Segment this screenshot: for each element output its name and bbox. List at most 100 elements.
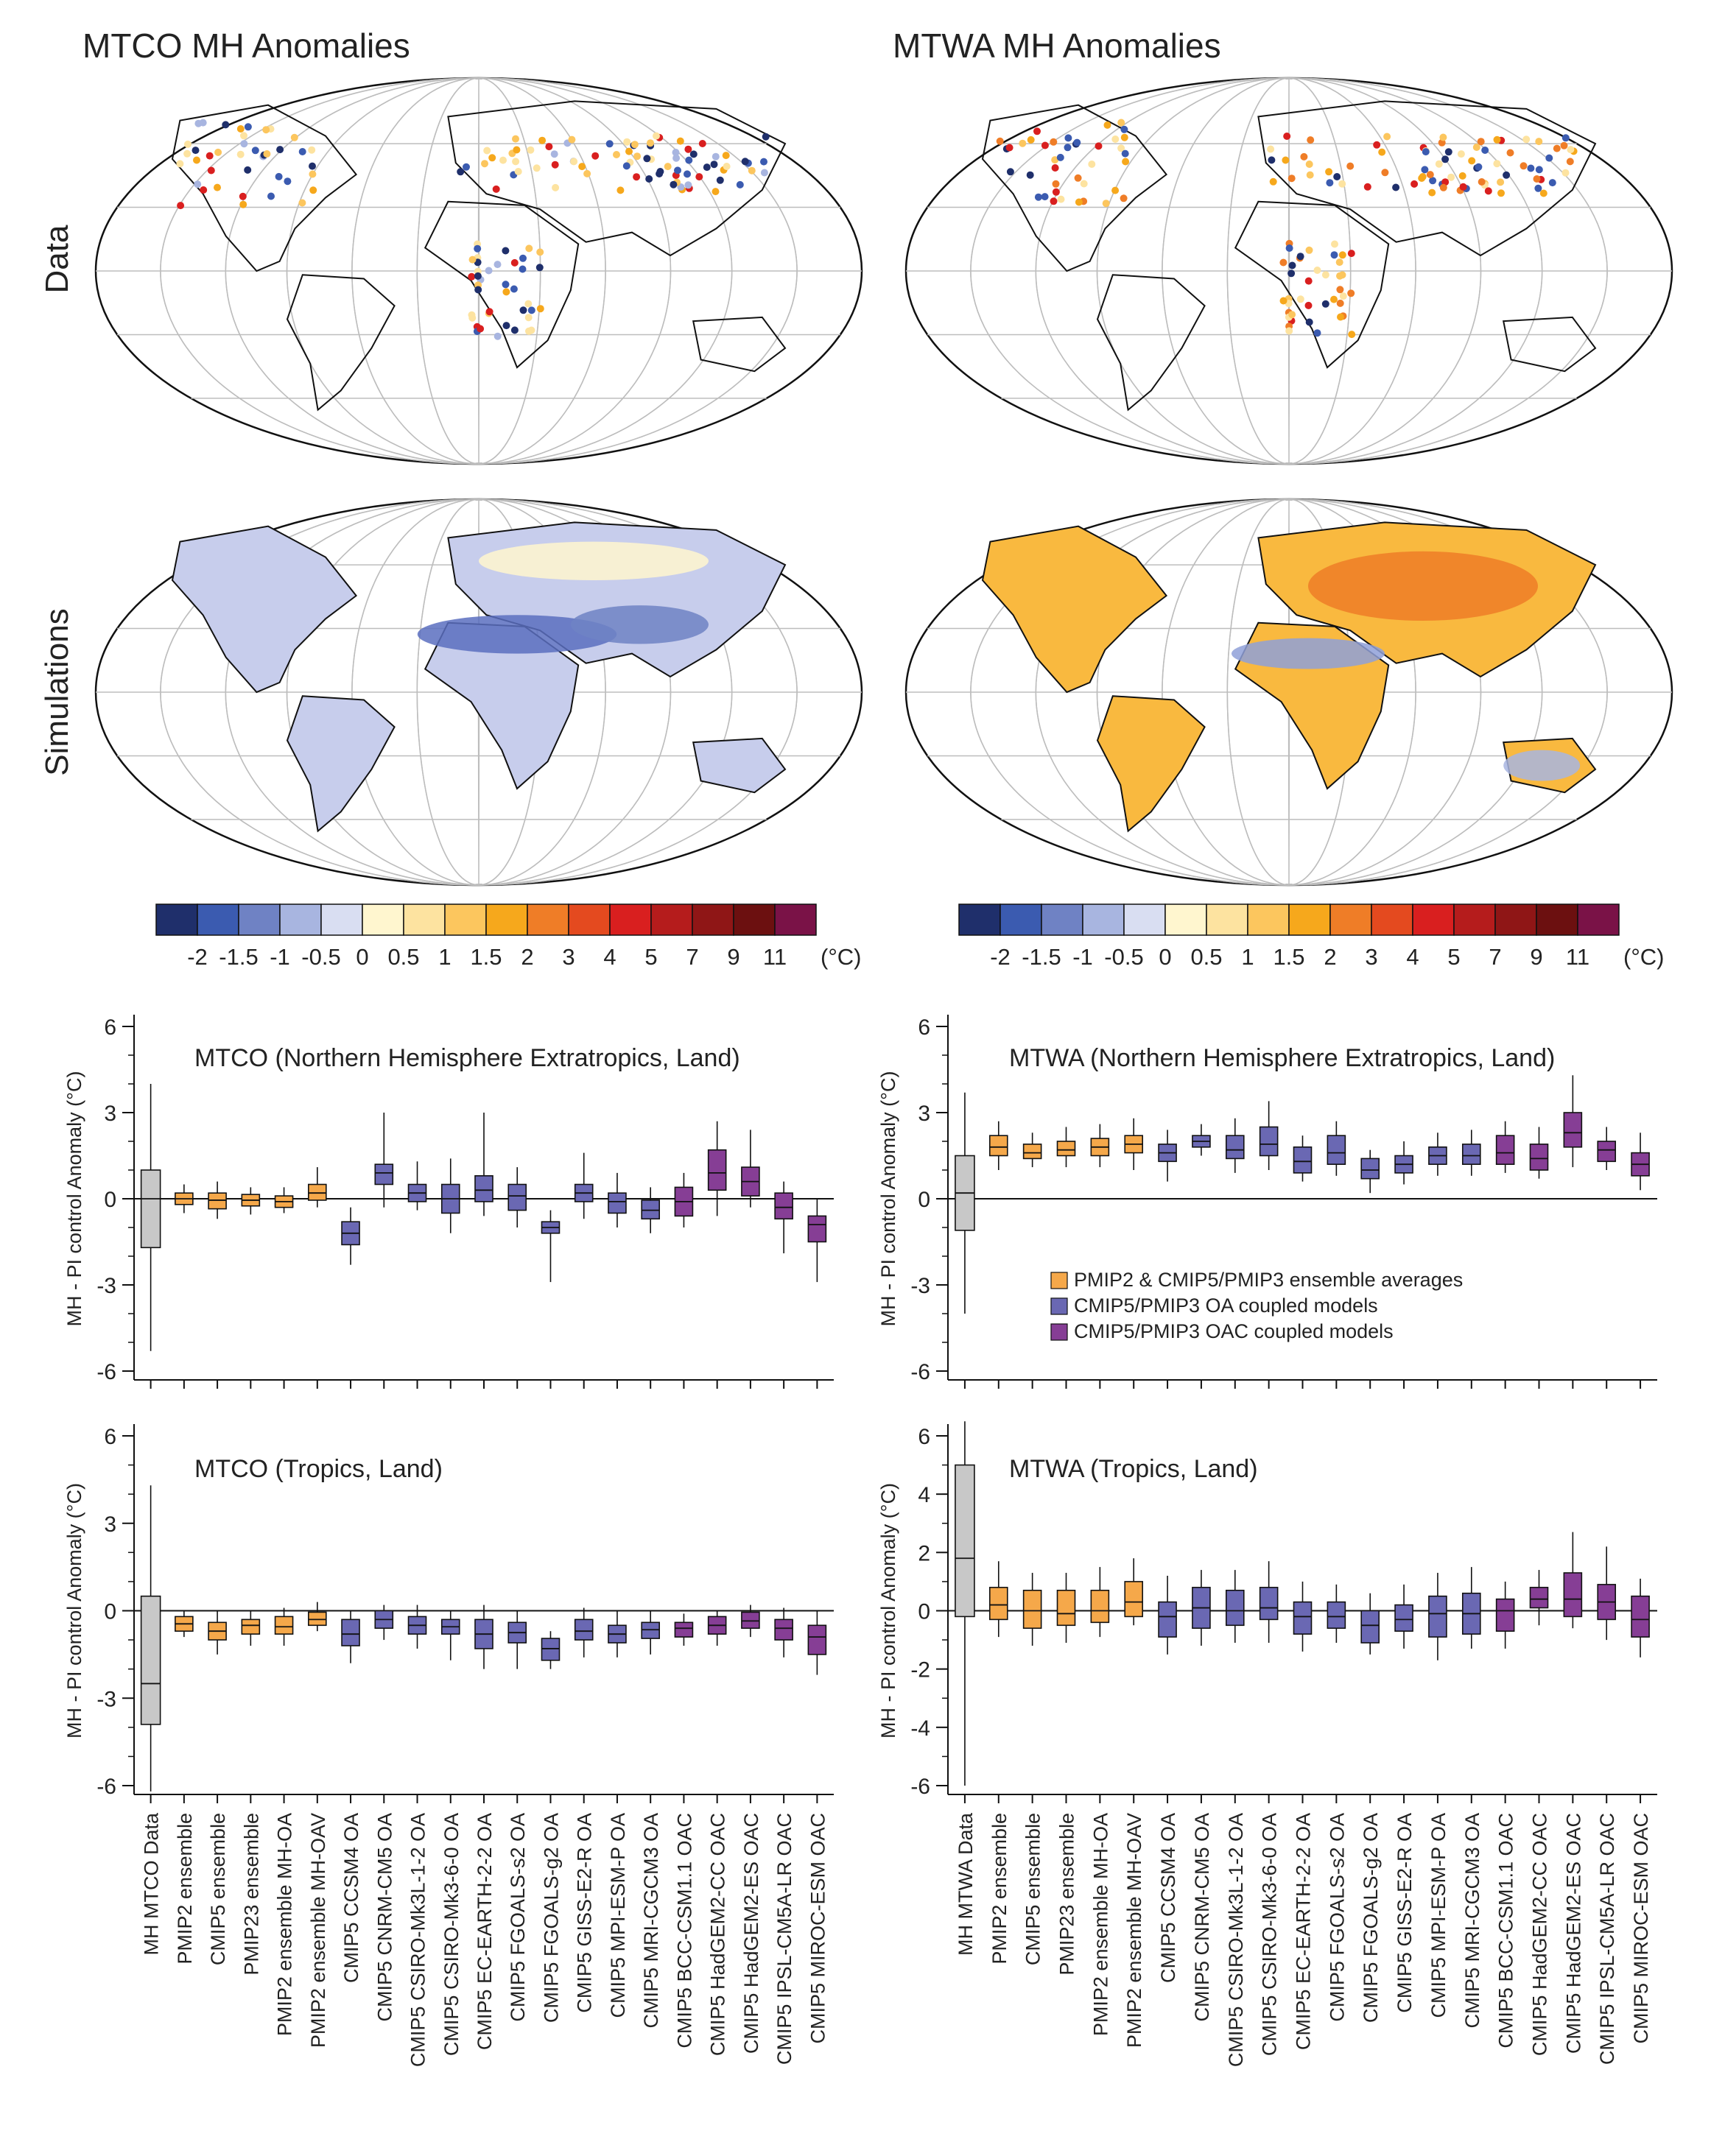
site-dot	[510, 326, 519, 334]
site-dot	[499, 156, 507, 164]
box-16	[641, 1187, 660, 1233]
colorbar-tick-label: -1.5	[1022, 944, 1061, 970]
site-dot	[205, 152, 214, 160]
site-dot	[1475, 163, 1483, 171]
box-3	[1022, 1132, 1042, 1168]
box-12	[1327, 1584, 1346, 1644]
site-dot	[1418, 175, 1426, 182]
site-dot	[1335, 258, 1343, 267]
site-dot	[525, 244, 533, 253]
site-dot	[1052, 188, 1060, 196]
colorbar-tick-label: 0	[1159, 944, 1171, 970]
y-tick-label: -3	[96, 1687, 116, 1711]
box-body	[1495, 1598, 1515, 1632]
site-dot	[552, 183, 560, 191]
box-body	[1022, 1589, 1042, 1630]
site-dot	[1102, 200, 1110, 208]
box-21	[807, 1610, 827, 1675]
box-body	[1327, 1135, 1346, 1165]
site-dot	[538, 136, 547, 144]
map-mtwa-simulation	[904, 498, 1673, 887]
category-label-right: PMIP23 ensemble	[1056, 1813, 1078, 1976]
site-dot	[1520, 162, 1528, 170]
site-dot	[1005, 144, 1013, 152]
colorbar-swatch	[999, 903, 1042, 936]
site-dot	[1421, 166, 1429, 174]
site-dot	[1296, 295, 1304, 303]
map-panels	[94, 77, 1673, 887]
site-dot	[689, 150, 698, 158]
colorbar-swatch	[733, 903, 776, 936]
site-dot	[1347, 289, 1355, 297]
site-dot	[741, 158, 749, 166]
site-dot	[263, 150, 271, 158]
site-dot	[1330, 295, 1338, 303]
site-dot	[1321, 271, 1329, 279]
box-2	[175, 1610, 194, 1638]
category-label-left: CMIP5 CSIRO-Mk3L-1-2 OA	[407, 1813, 429, 2067]
box-9	[407, 1161, 427, 1211]
site-dot	[1095, 142, 1103, 150]
site-dot	[477, 325, 485, 333]
site-dot	[622, 162, 630, 170]
site-dot	[685, 156, 693, 164]
site-dot	[1285, 244, 1293, 252]
box-8	[374, 1604, 394, 1641]
colorbar-tick-label: 7	[1489, 944, 1501, 970]
site-dot	[716, 176, 724, 184]
site-dot	[1111, 135, 1120, 143]
category-label-left: CMIP5 IPSL-CM5A-LR OAC	[773, 1813, 795, 2065]
colorbar-tick-label: 4	[603, 944, 616, 970]
y-axis-label: MH - PI control Anomaly (°C)	[877, 1071, 899, 1327]
colorbar-tick-label: 1.5	[1273, 944, 1304, 970]
site-dot	[290, 133, 298, 141]
box-20	[774, 1181, 793, 1254]
site-dot	[664, 163, 672, 171]
colorbar-swatch	[1164, 903, 1207, 936]
site-dot	[1305, 318, 1313, 326]
y-tick-label: -3	[96, 1274, 116, 1298]
box-13	[1360, 1593, 1380, 1655]
colorbar-tick-label: 7	[686, 944, 698, 970]
map-meridian	[970, 499, 1608, 886]
site-dot	[222, 121, 230, 129]
site-dot	[1305, 246, 1313, 254]
box-3	[208, 1181, 227, 1219]
site-dot	[1111, 186, 1120, 194]
site-dot	[1533, 175, 1541, 183]
box-body	[674, 1621, 694, 1638]
site-dot	[1478, 178, 1486, 186]
site-dot	[1497, 189, 1505, 197]
colorbar-swatch	[568, 903, 611, 936]
site-dot	[1339, 292, 1347, 300]
box-15	[608, 1610, 627, 1657]
site-dot	[1426, 171, 1434, 179]
site-dot	[1336, 286, 1344, 294]
site-dot	[298, 148, 306, 155]
colorbar-tick-label: 2	[1324, 944, 1336, 970]
category-label-right: CMIP5 GISS-E2-R OA	[1394, 1813, 1416, 2013]
box-11	[1293, 1135, 1313, 1182]
box-11	[1293, 1581, 1313, 1652]
site-dot	[483, 147, 491, 155]
site-dot	[1117, 144, 1125, 152]
site-dot	[275, 172, 283, 180]
category-label-right: CMIP5 MPI-ESM-P OA	[1427, 1813, 1450, 2018]
site-dot	[1383, 133, 1391, 141]
site-dot	[1120, 125, 1128, 133]
box-2	[175, 1184, 194, 1213]
site-dot	[474, 244, 482, 253]
site-dot	[214, 148, 222, 156]
site-dot	[1285, 327, 1293, 335]
legend-label: CMIP5/PMIP3 OAC coupled models	[1074, 1320, 1394, 1342]
site-dot	[1321, 300, 1329, 308]
box-2	[988, 1121, 1008, 1170]
site-dot	[1305, 161, 1313, 168]
box-10	[1259, 1101, 1279, 1170]
category-label-left: CMIP5 MRI-CGCM3 OA	[640, 1813, 662, 2029]
site-dot	[1080, 180, 1088, 188]
box-body	[1293, 1601, 1313, 1635]
colorbar-tick-label: 0	[356, 944, 368, 970]
site-dot	[1566, 158, 1574, 166]
site-dot	[1410, 180, 1419, 188]
